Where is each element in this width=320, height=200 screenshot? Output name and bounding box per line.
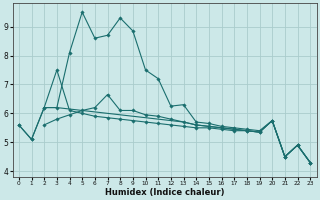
X-axis label: Humidex (Indice chaleur): Humidex (Indice chaleur)	[105, 188, 224, 197]
